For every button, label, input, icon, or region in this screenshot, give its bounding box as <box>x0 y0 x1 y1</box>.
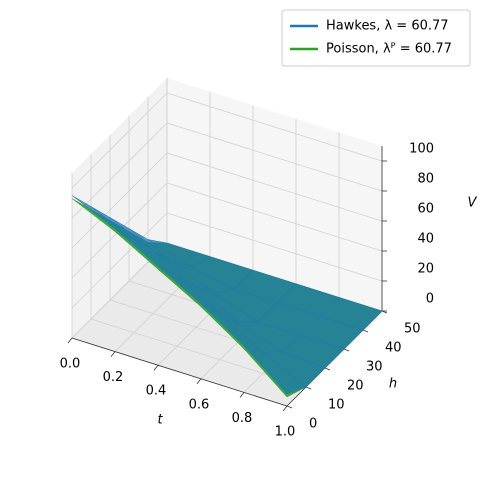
y-tick <box>362 329 369 333</box>
back-pane <box>167 78 382 311</box>
grid-line <box>166 152 383 222</box>
y-axis-label: h <box>389 377 397 392</box>
z-tick-label: 20 <box>417 262 434 277</box>
grid-line <box>166 92 383 162</box>
z-tick-label: 40 <box>417 232 434 247</box>
x-tick-label: 0.0 <box>60 357 81 372</box>
x-tick <box>282 405 288 412</box>
surface-patch <box>243 345 307 395</box>
y-tick-label: 10 <box>328 398 345 413</box>
legend-box <box>281 9 471 67</box>
z-tick-label: 100 <box>409 142 434 157</box>
y-tick <box>305 386 312 390</box>
y-tick <box>324 367 331 371</box>
grid-line <box>71 152 168 249</box>
x-tick-label: 1.0 <box>275 425 296 440</box>
grid-line <box>71 122 168 219</box>
x-tick <box>67 337 73 344</box>
legend-label: Poisson, λᴾ = 60.77 <box>326 42 452 57</box>
x-axis-label: t <box>157 413 163 428</box>
grid-line <box>166 182 383 252</box>
left-pane <box>72 78 167 338</box>
surfaces <box>71 195 383 398</box>
legend-label: Hawkes, λ = 60.77 <box>326 19 449 34</box>
legend: Hawkes, λ = 60.77 Poisson, λᴾ = 60.77 <box>281 9 471 67</box>
x-tick-label: 0.2 <box>103 370 124 385</box>
axes-panes: 0.00.20.40.60.81.00102030405002040608010… <box>60 78 434 440</box>
x-tick-label: 0.4 <box>146 384 167 399</box>
grid-line <box>166 212 383 282</box>
x-tick <box>196 378 202 385</box>
y-tick <box>343 348 350 352</box>
z-tick-label: 80 <box>417 172 434 187</box>
grid-line <box>71 212 168 309</box>
y-tick-label: 40 <box>385 341 402 356</box>
z-tick-label: 0 <box>426 292 434 307</box>
x-tick <box>153 364 159 371</box>
axis-labels: t h V <box>157 196 477 428</box>
z-tick-label: 60 <box>417 202 434 217</box>
x-tick <box>110 351 116 357</box>
x-axis-line <box>71 337 288 407</box>
y-tick <box>286 405 293 409</box>
y-tick-label: 50 <box>404 322 421 337</box>
y-tick-label: 20 <box>347 379 364 394</box>
grid-line <box>166 122 383 192</box>
y-tick-label: 0 <box>309 417 317 432</box>
x-tick-label: 0.6 <box>189 397 210 412</box>
x-tick <box>239 392 245 398</box>
x-tick-label: 0.8 <box>232 411 253 426</box>
y-tick-label: 30 <box>366 360 383 375</box>
grid-line <box>71 92 168 189</box>
z-axis-label: V <box>468 196 478 211</box>
